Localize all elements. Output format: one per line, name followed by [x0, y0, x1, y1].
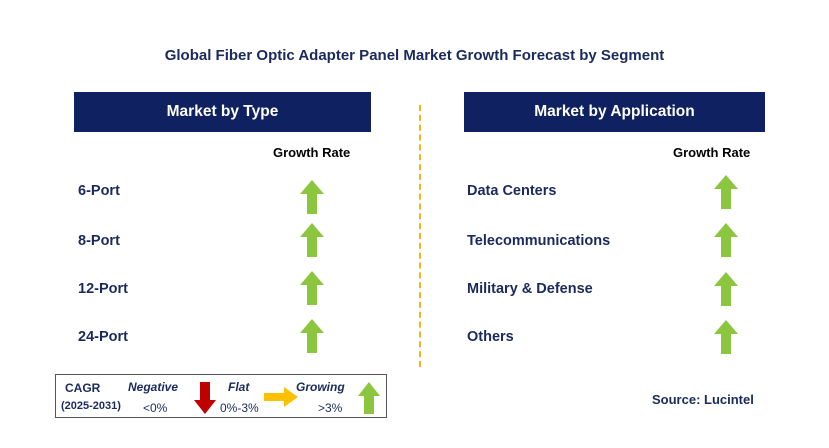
arrow-up-icon — [714, 175, 738, 209]
application-row-label: Others — [467, 329, 514, 345]
arrow-up-icon — [358, 382, 380, 414]
source-label: Source: Lucintel — [652, 392, 754, 407]
arrow-up-icon — [714, 320, 738, 354]
type-row-label: 24-Port — [78, 329, 128, 345]
legend-cagr-label: CAGR — [65, 381, 101, 395]
left-growth-rate-label: Growth Rate — [273, 145, 351, 160]
type-row-label: 8-Port — [78, 233, 120, 249]
arrow-up-icon — [300, 223, 324, 257]
application-row-label: Military & Defense — [467, 281, 593, 297]
legend-growing-label: Growing — [296, 380, 345, 394]
market-by-type-header-label: Market by Type — [166, 103, 279, 120]
cagr-legend: CAGR (2025-2031) Negative <0% Flat 0%-3%… — [55, 374, 387, 418]
arrow-up-icon — [300, 319, 324, 353]
market-by-application-header: Market by Application — [464, 92, 765, 132]
legend-period-label: (2025-2031) — [61, 400, 121, 412]
panel-divider — [419, 105, 421, 367]
type-row-label: 6-Port — [78, 183, 120, 199]
legend-flat-label: Flat — [228, 380, 250, 394]
arrow-up-icon — [714, 272, 738, 306]
market-by-application-header-label: Market by Application — [534, 103, 695, 120]
legend-negative-range: <0% — [143, 401, 168, 415]
arrow-up-icon — [300, 180, 324, 214]
type-row-label: 12-Port — [78, 281, 128, 297]
arrow-down-icon — [194, 382, 216, 414]
arrow-up-icon — [714, 223, 738, 257]
arrow-right-icon — [264, 387, 298, 407]
legend-growing-range: >3% — [318, 401, 343, 415]
chart-title: Global Fiber Optic Adapter Panel Market … — [164, 47, 665, 64]
arrow-up-icon — [300, 271, 324, 305]
right-growth-rate-label: Growth Rate — [673, 145, 751, 160]
legend-flat-range: 0%-3% — [220, 401, 259, 415]
market-by-type-header: Market by Type — [74, 92, 371, 132]
legend-negative-label: Negative — [128, 380, 179, 394]
application-row-label: Telecommunications — [467, 233, 611, 249]
application-row-label: Data Centers — [467, 183, 557, 199]
